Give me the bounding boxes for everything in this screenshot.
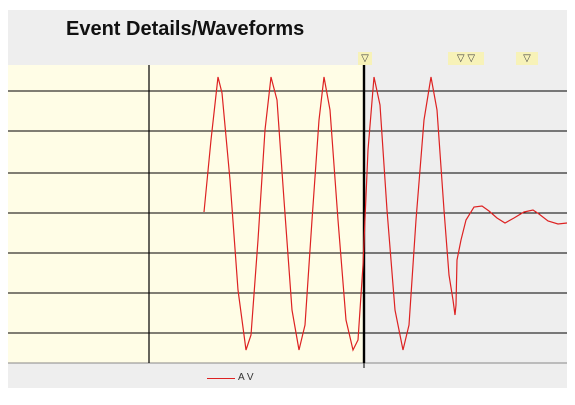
event-marker-3[interactable]: ▽ <box>516 52 538 65</box>
post-trigger-region <box>364 65 567 363</box>
event-marker-2[interactable]: ▽ ▽ <box>448 52 484 65</box>
panel-title: Event Details/Waveforms <box>66 18 305 40</box>
legend-label: A V <box>238 372 254 383</box>
waveform-panel: Event Details/Waveforms ▽ ▽ ▽ ▽ A V <box>8 10 567 388</box>
waveform-chart[interactable] <box>8 10 567 388</box>
event-marker-1[interactable]: ▽ <box>358 52 372 65</box>
waveform-series-a-v <box>203 76 567 352</box>
chart-legend: A V <box>207 371 254 385</box>
legend-swatch <box>207 377 235 379</box>
pre-trigger-region <box>8 65 364 363</box>
event-marker-bar: ▽ ▽ ▽ ▽ <box>8 52 567 66</box>
horizontal-gridlines <box>8 90 567 364</box>
